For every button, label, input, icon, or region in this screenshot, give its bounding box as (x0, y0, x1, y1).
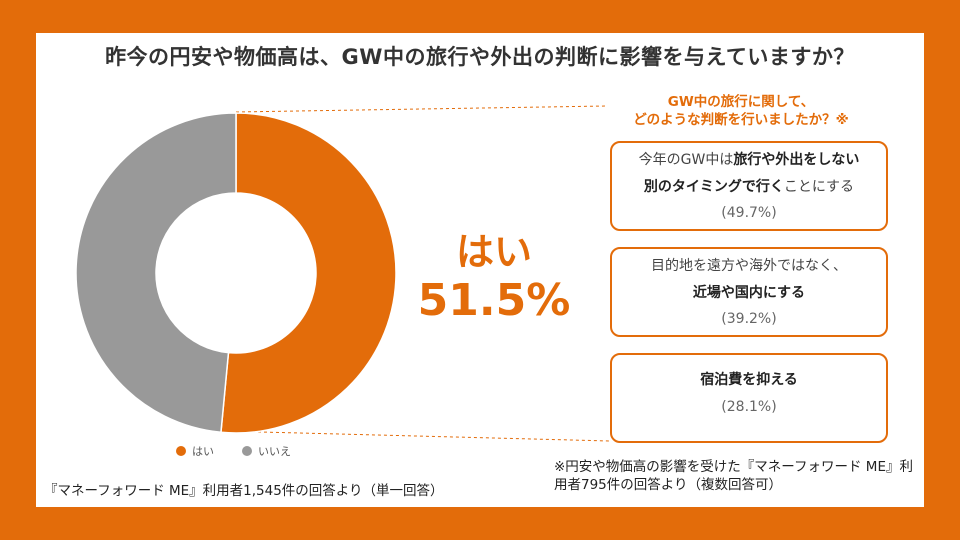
left-footnote: 『マネーフォワード ME』利用者1,545件の回答より（単一回答） (44, 483, 444, 499)
legend-swatch-yes (176, 446, 186, 456)
box1-line1: 今年のGW中は旅行や外出をしない (612, 147, 886, 174)
connector-bottom-line (221, 430, 611, 442)
box3-line1: 宿泊費を抑える (700, 372, 798, 388)
chart-card: 昨今の円安や物価高は、GW中の旅行や外出の判断に影響を与えていますか？ はい 5… (36, 33, 924, 507)
donut-slice-no (75, 112, 237, 434)
breakdown-title-line2: どのような判断を行いましたか？※ (633, 112, 849, 129)
breakdown-box-1: 今年のGW中は旅行や外出をしない 別のタイミングで行くことにする (49.7%) (610, 141, 888, 231)
legend: はい いいえ (176, 443, 313, 459)
legend-label-yes: はい (192, 445, 214, 458)
breakdown-title-line1: GW中の旅行に関して、 (667, 94, 815, 110)
box3-percent: (28.1%) (721, 398, 777, 415)
right-footnote: ※円安や物価高の影響を受けた『マネーフォワード ME』利用者795件の回答より（… (554, 459, 913, 493)
box1-line1-pre: 今年のGW中は (638, 152, 734, 168)
donut-slice-yes (220, 112, 397, 434)
legend-swatch-no (242, 446, 252, 456)
box2-percent: (39.2%) (721, 311, 777, 328)
connector-top-line (235, 105, 607, 113)
legend-item-no: いいえ (242, 443, 291, 459)
highlight-value: 51.5% (417, 275, 571, 326)
breakdown-box-3: 宿泊費を抑える (28.1%) (610, 353, 888, 443)
connector-lines (221, 105, 611, 442)
box1-line2-bold: 別のタイミングで行く (643, 178, 784, 195)
legend-item-yes: はい (176, 443, 214, 459)
donut-chart (75, 112, 397, 434)
breakdown-box-2: 目的地を遠方や海外ではなく、 近場や国内にする (39.2%) (610, 247, 888, 337)
breakdown-title: GW中の旅行に関して、 どのような判断を行いましたか？※ (596, 93, 886, 129)
box1-line2: 別のタイミングで行くことにする (612, 174, 886, 201)
box1-line1-bold: 旅行や外出をしない (733, 152, 860, 168)
chart-title: 昨今の円安や物価高は、GW中の旅行や外出の判断に影響を与えていますか？ (105, 45, 855, 69)
highlight-category: はい (455, 230, 532, 274)
box2-line2: 近場や国内にする (692, 284, 806, 301)
box1-line2-post: ことにする (783, 178, 855, 195)
box2-line1: 目的地を遠方や海外ではなく、 (651, 258, 847, 274)
box1-percent: (49.7%) (721, 205, 777, 222)
legend-label-no: いいえ (258, 445, 291, 458)
